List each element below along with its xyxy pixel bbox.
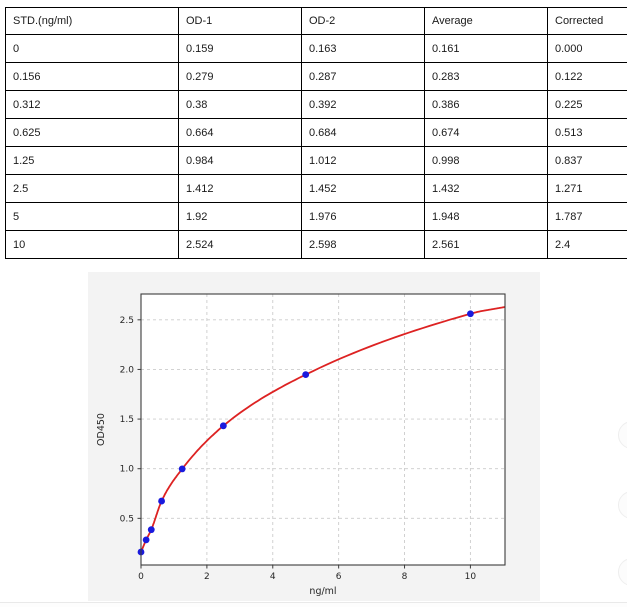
column-header: Average	[424, 7, 548, 35]
table-cell: 1.92	[178, 202, 302, 231]
data-point-marker	[302, 371, 310, 379]
y-axis-tick-label: 2.0	[120, 365, 135, 375]
divider-line	[0, 602, 627, 603]
table-row: 5 1.92 1.976 1.948 1.787	[5, 202, 627, 231]
table-cell: 2.561	[424, 230, 548, 259]
table-cell: 1.452	[301, 174, 425, 203]
table-cell: 1.948	[424, 202, 548, 231]
plot-background	[141, 294, 505, 565]
table-cell: 0.984	[178, 146, 302, 175]
table-row: 1.25 0.984 1.012 0.998 0.837	[5, 146, 627, 175]
table-cell: 0.312	[5, 90, 179, 119]
table-cell: 0.513	[547, 118, 627, 147]
table-cell: 0	[5, 34, 179, 63]
table-cell: 0.392	[301, 90, 425, 119]
data-point-marker	[147, 526, 155, 534]
table-cell: 1.25	[5, 146, 179, 175]
page-bottom-strip	[0, 603, 627, 607]
table-cell: 2.524	[178, 230, 302, 259]
table-cell: 0.279	[178, 62, 302, 91]
table-cell: 2.5	[5, 174, 179, 203]
data-point-marker	[158, 497, 165, 505]
y-axis-tick-label: 1.5	[120, 415, 134, 425]
y-axis-tick-label: 1.0	[120, 465, 135, 475]
table-row: 0.312 0.38 0.392 0.386 0.225	[5, 90, 627, 119]
x-axis-tick-label: 0	[138, 572, 144, 582]
table-row: 0.625 0.664 0.684 0.674 0.513	[5, 118, 627, 147]
table-cell: 1.432	[424, 174, 548, 203]
table-cell: 0.283	[424, 62, 548, 91]
table-cell: 0.837	[547, 146, 627, 175]
table-cell: 0.163	[301, 34, 425, 63]
column-header: Corrected	[547, 7, 627, 35]
column-header: OD-1	[178, 7, 302, 35]
table-cell: 2.598	[301, 230, 425, 259]
table-cell: 0.38	[178, 90, 302, 119]
table-cell: 1.976	[301, 202, 425, 231]
x-axis-tick-label: 2	[204, 572, 210, 582]
table-cell: 0.225	[547, 90, 627, 119]
table-row: 10 2.524 2.598 2.561 2.4	[5, 230, 627, 259]
table-row: 0 0.159 0.163 0.161 0.000	[5, 34, 627, 63]
partial-floating-button[interactable]	[618, 421, 627, 449]
table-row: 2.5 1.412 1.452 1.432 1.271	[5, 174, 627, 203]
table-cell: 0.684	[301, 118, 425, 147]
table-cell: 0.161	[424, 34, 548, 63]
table-cell: 2.4	[547, 230, 627, 259]
data-point-marker	[219, 422, 227, 430]
plot-border	[140, 293, 506, 566]
y-axis-label: OD450	[96, 413, 107, 446]
table-cell: 1.012	[301, 146, 425, 175]
x-axis-label: ng/ml	[309, 586, 336, 597]
table-cell: 0.625	[5, 118, 179, 147]
table-cell: 0.156	[5, 62, 179, 91]
data-point-marker	[178, 465, 186, 473]
column-header: STD.(ng/ml)	[5, 7, 179, 35]
table-cell: 0.000	[547, 34, 627, 63]
partial-floating-button[interactable]	[618, 491, 627, 519]
x-axis-tick-label: 6	[336, 572, 342, 582]
data-point-marker	[142, 536, 150, 544]
data-point-marker	[467, 310, 474, 318]
table-cell: 10	[5, 230, 179, 259]
x-axis-tick-label: 8	[402, 572, 408, 582]
table-cell: 0.122	[547, 62, 627, 91]
table-cell: 0.664	[178, 118, 302, 147]
table-cell: 0.287	[301, 62, 425, 91]
table-cell: 5	[5, 202, 179, 231]
x-axis-tick-label: 4	[270, 572, 276, 582]
table-cell: 1.787	[547, 202, 627, 231]
x-axis-tick-label: 10	[465, 572, 477, 582]
column-header: OD-2	[301, 7, 425, 35]
standard-curve-figure: 0 2 4 6 8 10 0.5 1.0 1.5 2.0 2.5 ng/ml OD450	[88, 272, 540, 601]
table-cell: 0.159	[178, 34, 302, 63]
standards-table: STD.(ng/ml) OD-1 OD-2 Average Corrected 0 0.1…	[5, 7, 627, 259]
table-cell: 0.998	[424, 146, 548, 175]
standard-curve-chart: 0 2 4 6 8 10 0.5 1.0 1.5 2.0 2.5 ng/ml OD450	[96, 293, 506, 597]
y-axis-tick-label: 2.5	[120, 316, 134, 326]
table-cell: 0.674	[424, 118, 548, 147]
table-row: 0.156 0.279 0.287 0.283 0.122	[5, 62, 627, 91]
table-cell: 1.412	[178, 174, 302, 203]
partial-floating-button[interactable]	[618, 558, 627, 586]
y-axis-tick-label: 0.5	[120, 514, 134, 524]
table-cell: 0.386	[424, 90, 548, 119]
table-cell: 1.271	[547, 174, 627, 203]
standards-table-header: STD.(ng/ml) OD-1 OD-2 Average Corrected	[5, 7, 627, 35]
